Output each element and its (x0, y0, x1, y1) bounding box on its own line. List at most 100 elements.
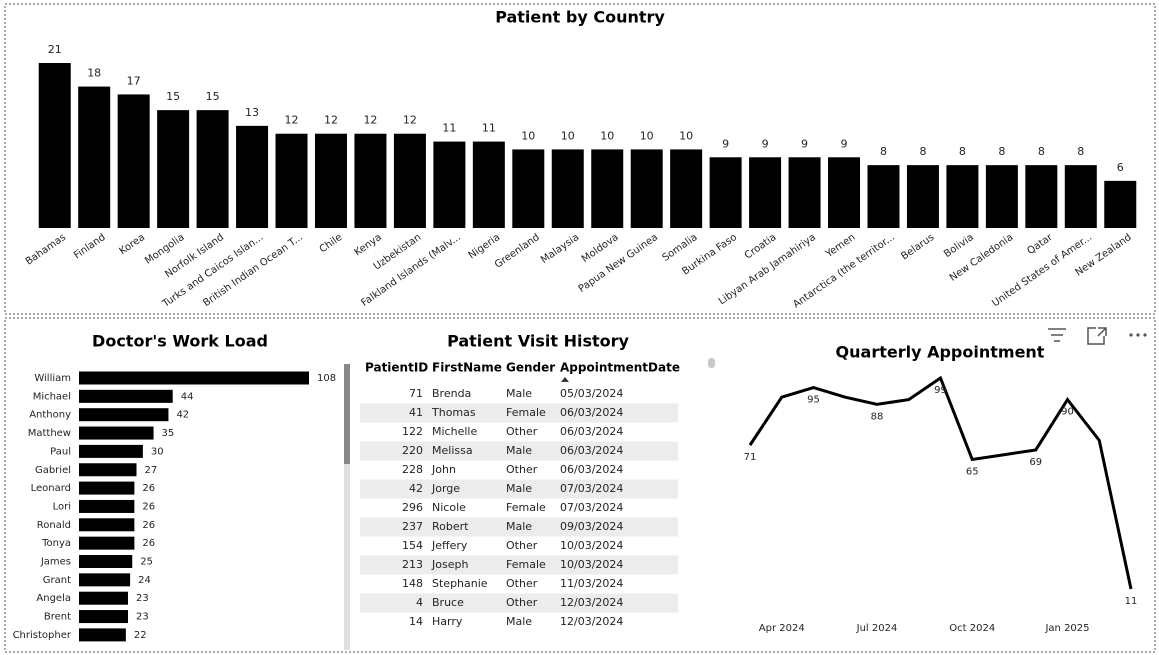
data-label: 15 (206, 90, 220, 103)
table-cell: Brenda (432, 387, 471, 400)
data-label: 26 (142, 538, 155, 549)
table-cell: Other (506, 577, 538, 590)
table-cell: Other (506, 596, 538, 609)
bar (79, 426, 154, 440)
table-cell: 10/03/2024 (560, 558, 623, 571)
bar (512, 149, 545, 228)
bar (79, 591, 128, 605)
bar (79, 610, 128, 624)
table-cell: 296 (402, 501, 423, 514)
table-cell: Female (506, 558, 546, 571)
focus-icon[interactable] (1087, 327, 1107, 345)
bar (79, 499, 135, 513)
x-tick-label: Yemen (823, 232, 857, 261)
bar (709, 157, 742, 228)
y-tick-label: Leonard (31, 483, 71, 494)
table-cell: 09/03/2024 (560, 520, 623, 533)
x-tick-label: Chile (318, 232, 345, 255)
data-label: 8 (1077, 145, 1084, 158)
table-cell: Male (506, 444, 532, 457)
scrollbar[interactable] (344, 364, 350, 650)
column-header[interactable]: AppointmentDate (560, 361, 680, 375)
x-tick-label: Korea (118, 232, 148, 257)
data-label: 22 (134, 630, 147, 641)
y-tick-label: Tonya (41, 538, 71, 549)
data-label: 10 (679, 129, 693, 142)
bar (1104, 180, 1137, 228)
column-header[interactable]: PatientID (365, 361, 428, 375)
table-cell: Other (506, 539, 538, 552)
bar (79, 444, 143, 458)
x-tick-label: Bolivia (942, 232, 976, 260)
x-tick-label: Bahamas (24, 232, 68, 268)
data-label: 35 (162, 428, 175, 439)
scrollbar-thumb[interactable] (344, 364, 350, 464)
y-tick-label: Lori (53, 501, 71, 512)
bar (551, 149, 584, 228)
table-cell: 220 (402, 444, 423, 457)
row-stripe (360, 441, 678, 461)
table-cell: 12/03/2024 (560, 615, 623, 628)
data-label: 15 (166, 90, 180, 103)
bar (196, 110, 229, 228)
bar (157, 110, 190, 228)
y-tick-label: Brent (44, 612, 71, 623)
bar (354, 133, 387, 228)
table-cell: Other (506, 463, 538, 476)
data-label: 88 (871, 411, 884, 422)
x-tick-label: Kenya (353, 232, 384, 259)
data-label: 108 (317, 373, 336, 384)
data-label: 6 (1117, 161, 1124, 174)
table-cell: 14 (409, 615, 423, 628)
x-tick-label: Apr 2024 (759, 623, 805, 634)
data-label: 8 (959, 145, 966, 158)
table-cell: Female (506, 406, 546, 419)
chart-title: Quarterly Appointment (836, 343, 1045, 362)
bar (433, 141, 466, 228)
data-label: 30 (151, 446, 164, 457)
table-cell: 06/03/2024 (560, 406, 623, 419)
table-cell: 06/03/2024 (560, 463, 623, 476)
bar (236, 125, 269, 228)
sort-indicator (561, 377, 569, 382)
y-tick-label: Paul (50, 446, 71, 457)
data-label: 26 (142, 501, 155, 512)
y-tick-label: Grant (43, 575, 71, 586)
resize-handle[interactable] (708, 358, 715, 368)
filter-icon[interactable] (1048, 328, 1066, 342)
data-label: 8 (1038, 145, 1045, 158)
x-tick-label: Belarus (899, 232, 936, 263)
bar (393, 133, 426, 228)
table-cell: Michelle (432, 425, 477, 438)
table-cell: 06/03/2024 (560, 444, 623, 457)
x-tick-label: Oct 2024 (949, 623, 995, 634)
chart-title: Doctor's Work Load (92, 332, 268, 351)
table-cell: Thomas (431, 406, 476, 419)
chart-title: Patient by Country (495, 8, 665, 27)
more-icon[interactable] (1129, 333, 1147, 337)
table-cell: Nicole (432, 501, 466, 514)
data-label: 8 (880, 145, 887, 158)
bar (1064, 165, 1097, 228)
table-cell: Harry (432, 615, 463, 628)
data-label: 8 (998, 145, 1005, 158)
bar (79, 371, 309, 385)
bar (38, 63, 71, 228)
table-cell: 07/03/2024 (560, 501, 623, 514)
bar (79, 463, 137, 477)
bar (749, 157, 782, 228)
column-header[interactable]: Gender (506, 361, 555, 375)
column-header[interactable]: FirstName (432, 361, 502, 375)
table-cell: 237 (402, 520, 423, 533)
data-label: 9 (801, 137, 808, 150)
data-label: 21 (48, 43, 62, 56)
x-tick-label: Greenland (493, 232, 542, 271)
bar (630, 149, 663, 228)
row-stripe (360, 479, 678, 499)
data-label: 99 (934, 385, 947, 396)
y-tick-label: Gabriel (35, 465, 71, 476)
data-label: 10 (521, 129, 535, 142)
bar (985, 165, 1018, 228)
data-label: 12 (324, 114, 338, 127)
table-cell: 42 (409, 482, 423, 495)
